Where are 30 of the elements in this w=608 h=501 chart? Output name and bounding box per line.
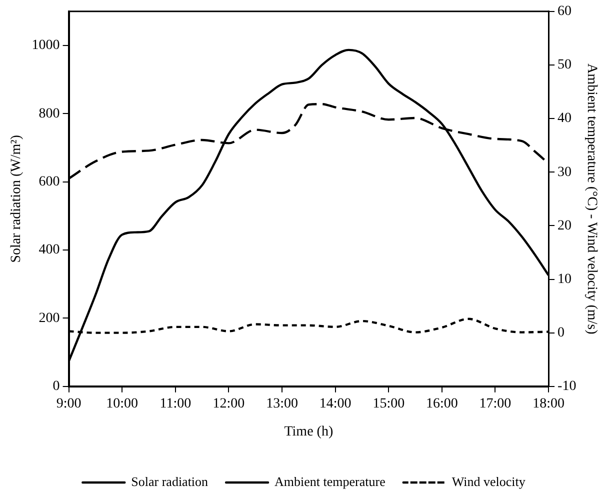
x-axis-title: Time (h) <box>284 424 334 440</box>
x-tick-label: 9:00 <box>56 396 82 412</box>
x-tick-label: 16:00 <box>426 396 458 412</box>
x-tick-label: 12:00 <box>212 396 245 412</box>
y2-axis-title: Ambient temperature (°C) - Wind velocity (m/s) <box>584 64 599 335</box>
x-tick-label: 10:00 <box>106 396 138 412</box>
y-tick-label: 400 <box>38 242 60 258</box>
y-tick-label: 1000 <box>32 38 60 54</box>
y-tick-label: 800 <box>38 106 60 122</box>
x-tick-label: 11:00 <box>160 396 192 412</box>
x-tick-label: 14:00 <box>319 396 352 412</box>
y2-tick-label: 10 <box>558 272 572 287</box>
legend-label: Solar radiation <box>131 474 209 489</box>
y-tick-label: 0 <box>52 379 60 394</box>
y2-tick-label: 30 <box>558 164 572 180</box>
y2-tick-label: -10 <box>558 379 576 394</box>
y2-tick-label: 20 <box>558 218 572 234</box>
legend-label: Ambient temperature <box>274 474 386 489</box>
x-tick-label: 18:00 <box>532 396 564 412</box>
y2-tick-label: 0 <box>558 326 565 340</box>
y2-tick-label: 50 <box>558 58 572 73</box>
x-tick-label: 13:00 <box>266 396 298 412</box>
y-axis-title: Solar radiation (W/m²) <box>9 134 24 263</box>
x-tick-label: 15:00 <box>372 396 405 412</box>
legend-label: Wind velocity <box>452 474 526 489</box>
x-tick-label: 17:00 <box>479 396 512 412</box>
y-tick-label: 600 <box>38 174 60 190</box>
y-tick-label: 200 <box>38 310 60 326</box>
y2-tick-label: 40 <box>558 111 572 126</box>
y2-tick-label: 60 <box>558 4 572 20</box>
